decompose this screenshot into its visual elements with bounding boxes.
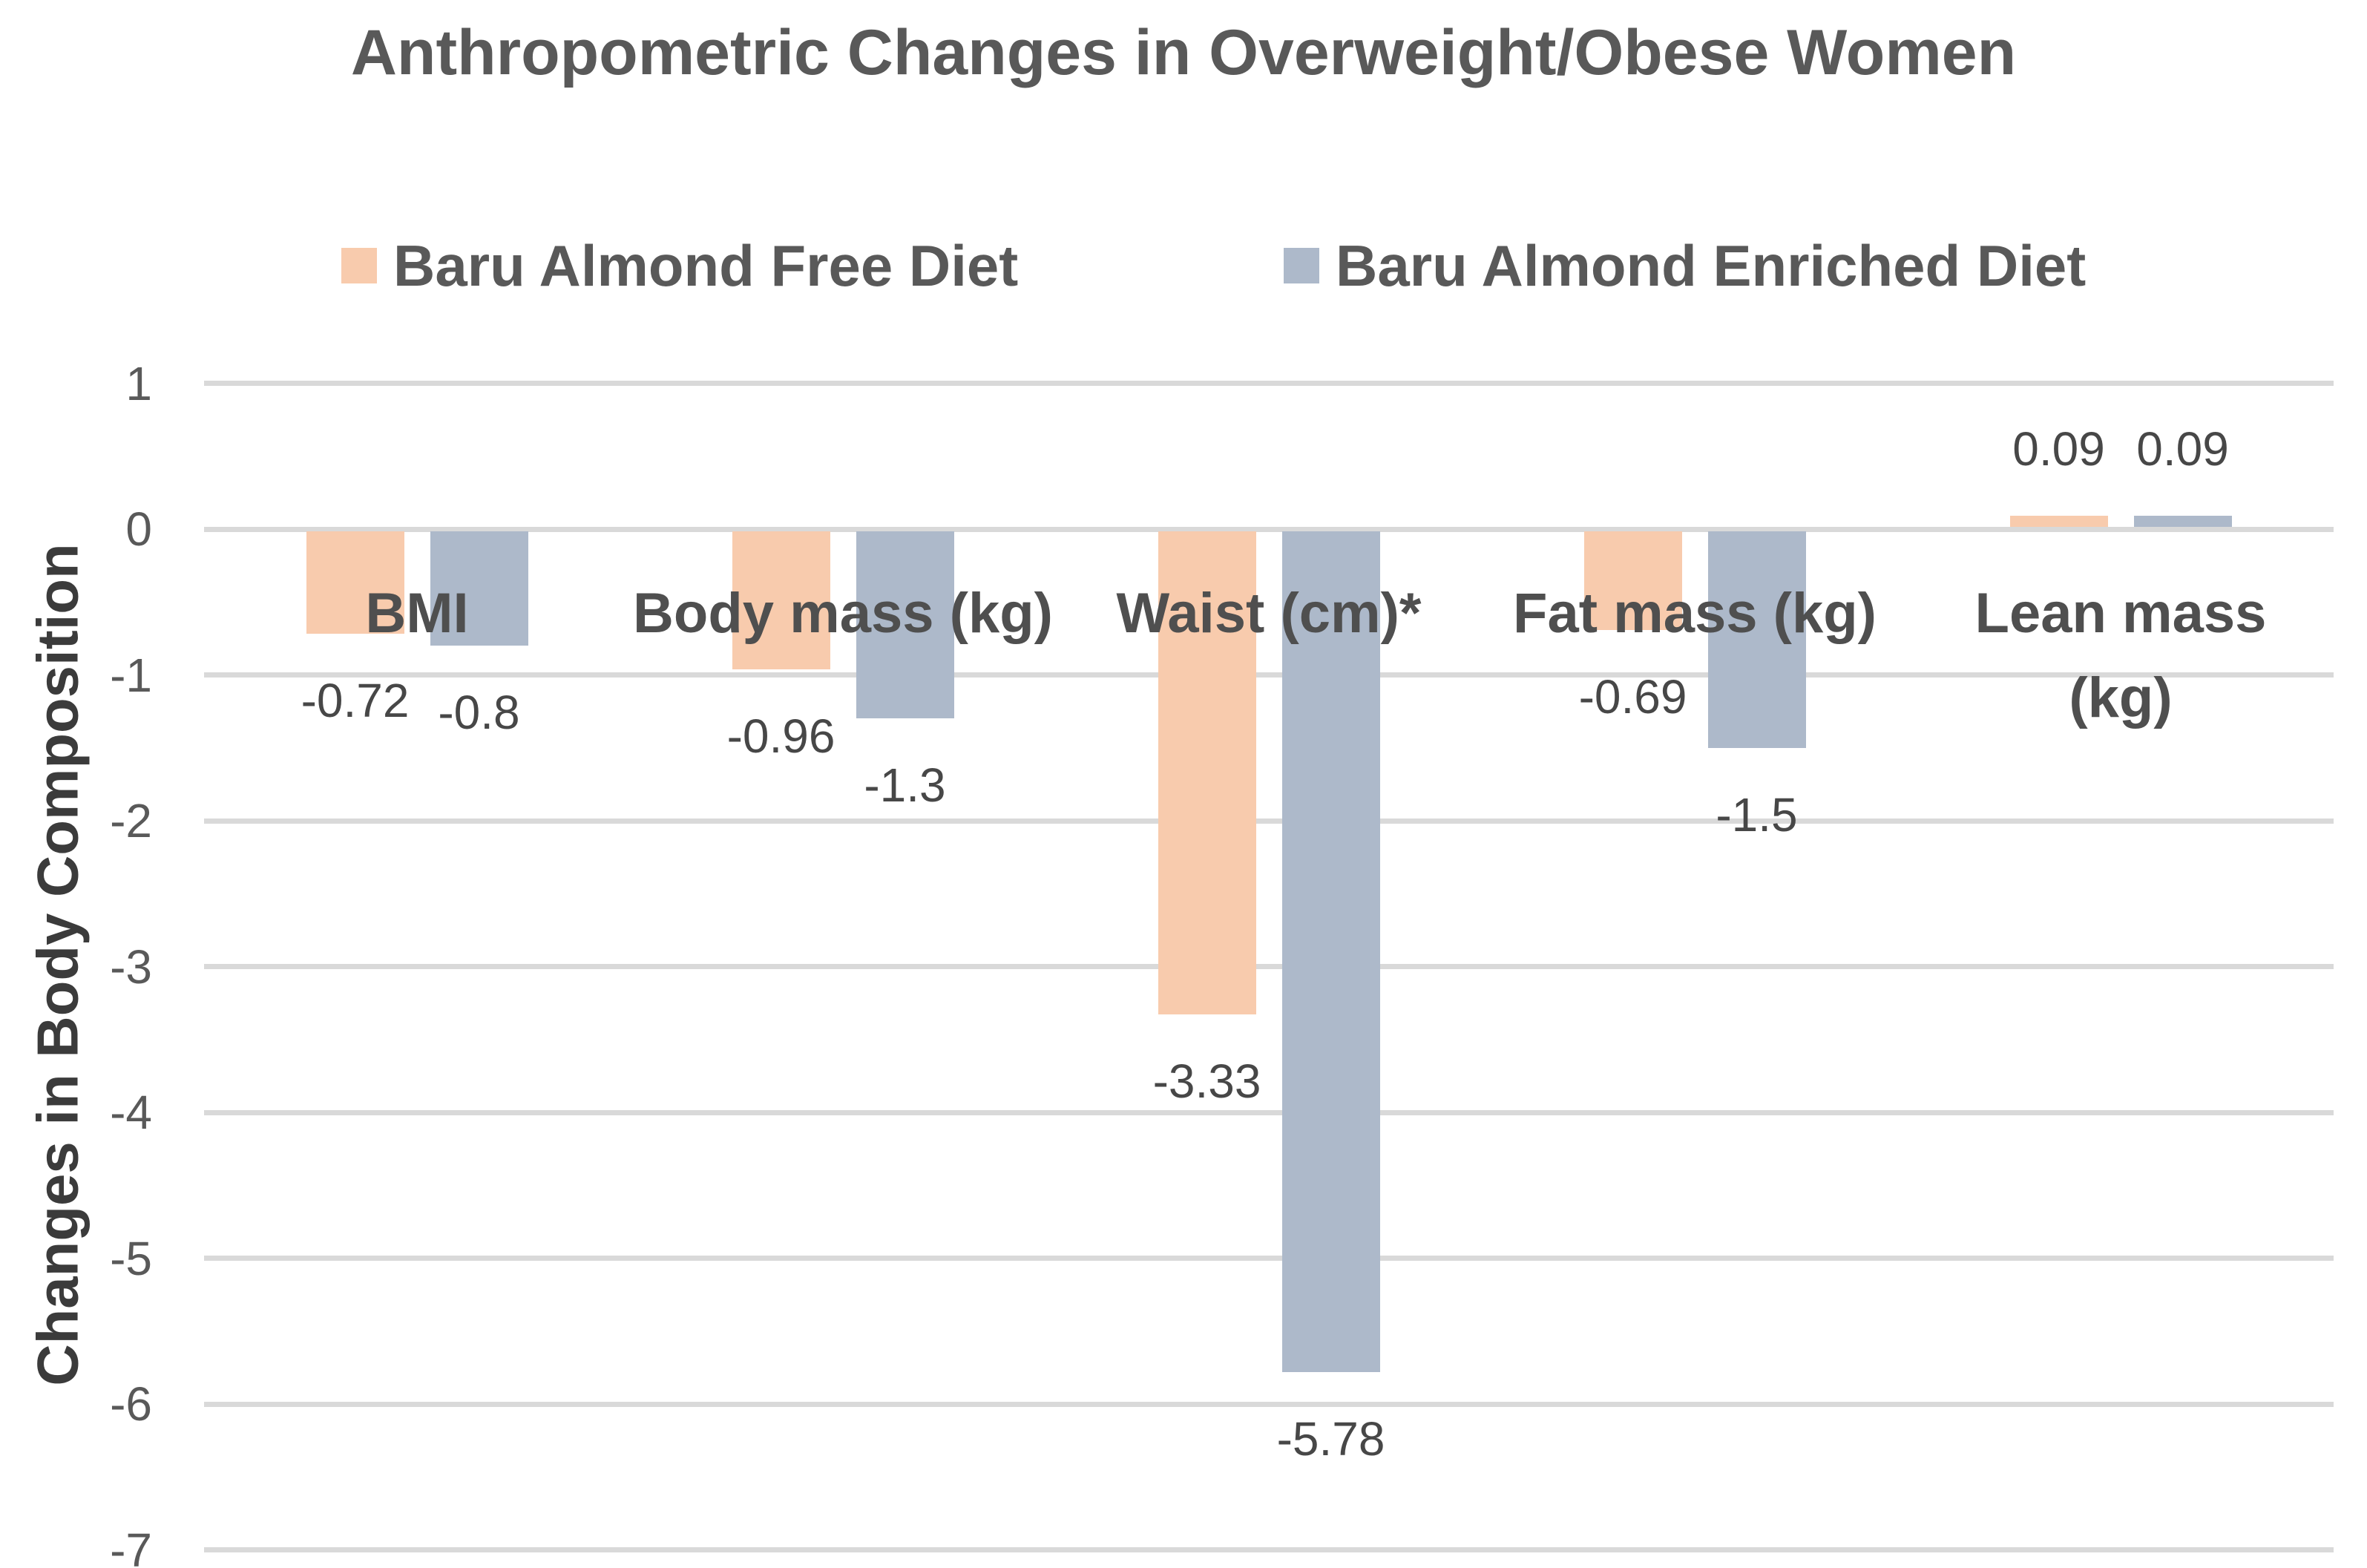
data-label: -3.33 — [1152, 1054, 1261, 1109]
gridline — [204, 1401, 2334, 1407]
bar — [1583, 531, 1682, 630]
gridline — [204, 672, 2334, 678]
y-tick-label: 0 — [125, 502, 152, 556]
bar — [430, 531, 528, 646]
y-tick-label: -7 — [110, 1523, 152, 1568]
legend-swatch-free-diet-icon — [341, 248, 377, 283]
y-tick-label: -5 — [110, 1231, 152, 1285]
bar — [856, 531, 954, 719]
y-tick-label: -1 — [110, 648, 152, 702]
bar — [1281, 531, 1380, 1372]
data-label: -0.8 — [438, 686, 520, 740]
gridline — [204, 1547, 2334, 1552]
bar — [2133, 516, 2232, 527]
bar — [1707, 531, 1806, 748]
data-label: -0.69 — [1578, 669, 1687, 724]
data-label: -5.78 — [1276, 1411, 1385, 1466]
category-label: BMI — [365, 582, 469, 645]
y-tick-label: -3 — [110, 939, 152, 994]
gridline — [204, 526, 2334, 532]
gridline — [204, 381, 2334, 386]
data-label: -1.5 — [1716, 787, 1798, 842]
gridline — [204, 1109, 2334, 1115]
category-label: Fat mass (kg) — [1513, 582, 1877, 645]
legend-swatch-enriched-diet-icon — [1284, 248, 1319, 283]
category-label: Lean mass (kg) — [1974, 582, 2267, 729]
legend-item-enriched-diet: Baru Almond Enriched Diet — [1284, 233, 2086, 298]
y-tick-label: -2 — [110, 794, 152, 847]
gridline — [204, 818, 2334, 824]
chart-title: Anthropometric Changes in Overweight/Obe… — [350, 17, 2017, 88]
legend-item-free-diet: Baru Almond Free Diet — [341, 233, 1018, 298]
bar — [732, 531, 830, 669]
data-label: 0.09 — [2012, 422, 2105, 476]
y-tick-label: 1 — [125, 356, 152, 410]
category-label: Waist (cm)* — [1116, 582, 1422, 645]
bar — [2009, 516, 2108, 527]
legend-label-free-diet: Baru Almond Free Diet — [393, 232, 1019, 298]
y-tick-label: -6 — [110, 1377, 152, 1431]
data-label: -0.72 — [301, 674, 410, 728]
y-tick-label: -4 — [110, 1086, 152, 1139]
bar — [306, 531, 404, 634]
data-label: 0.09 — [2136, 422, 2229, 476]
gridline — [204, 964, 2334, 969]
legend-label-enriched-diet: Baru Almond Enriched Diet — [1336, 232, 2087, 298]
bar — [1158, 531, 1256, 1015]
category-label: Body mass (kg) — [633, 582, 1053, 645]
data-label: -0.96 — [726, 709, 835, 763]
gridline — [204, 1256, 2334, 1261]
data-label: -1.3 — [864, 758, 946, 813]
